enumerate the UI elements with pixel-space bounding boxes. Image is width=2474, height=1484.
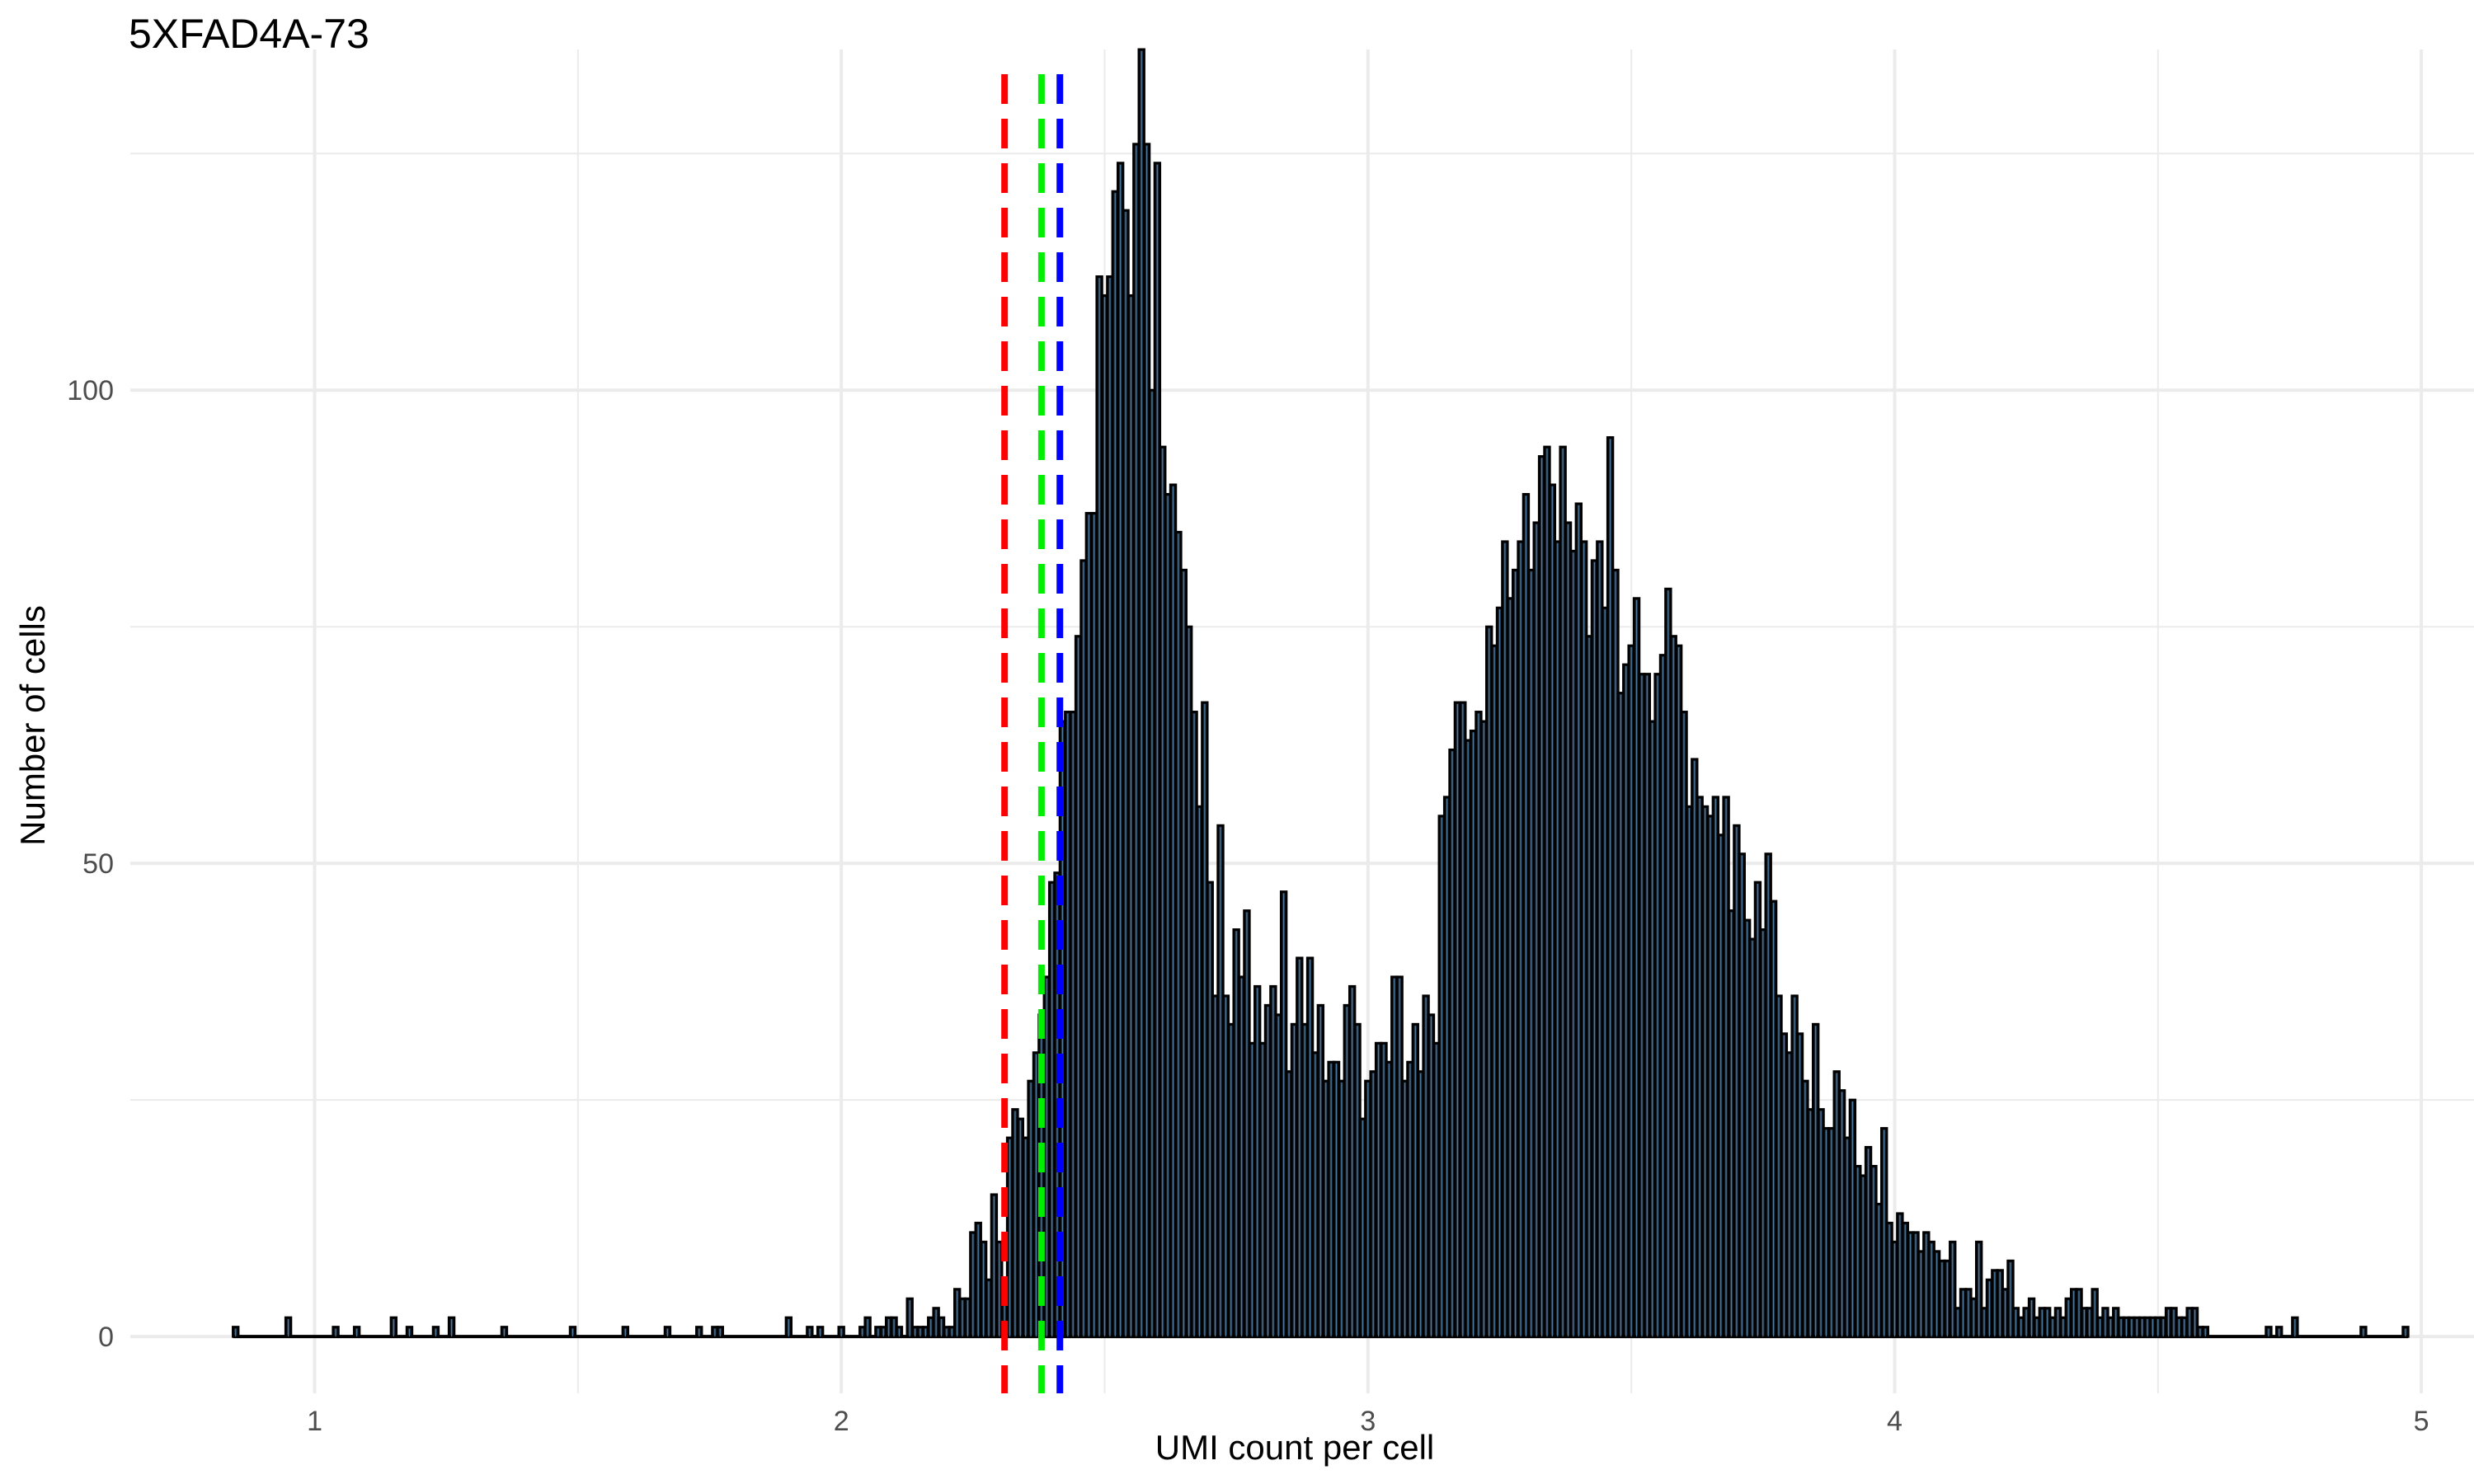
y-axis-title: Number of cells [13,605,52,846]
y-tick-label: 0 [98,1322,114,1353]
histogram-bars [232,48,2410,1339]
x-tick-label: 4 [1887,1406,1903,1437]
chart-title: 5XFAD4A-73 [129,11,369,57]
y-tick-label: 100 [67,375,114,406]
x-tick-label: 3 [1360,1406,1376,1437]
x-tick-label: 1 [307,1406,322,1437]
x-tick-label: 2 [834,1406,849,1437]
x-tick-label: 5 [2414,1406,2429,1437]
y-tick-label: 50 [82,848,114,880]
x-axis-title: UMI count per cell [1155,1428,1434,1467]
